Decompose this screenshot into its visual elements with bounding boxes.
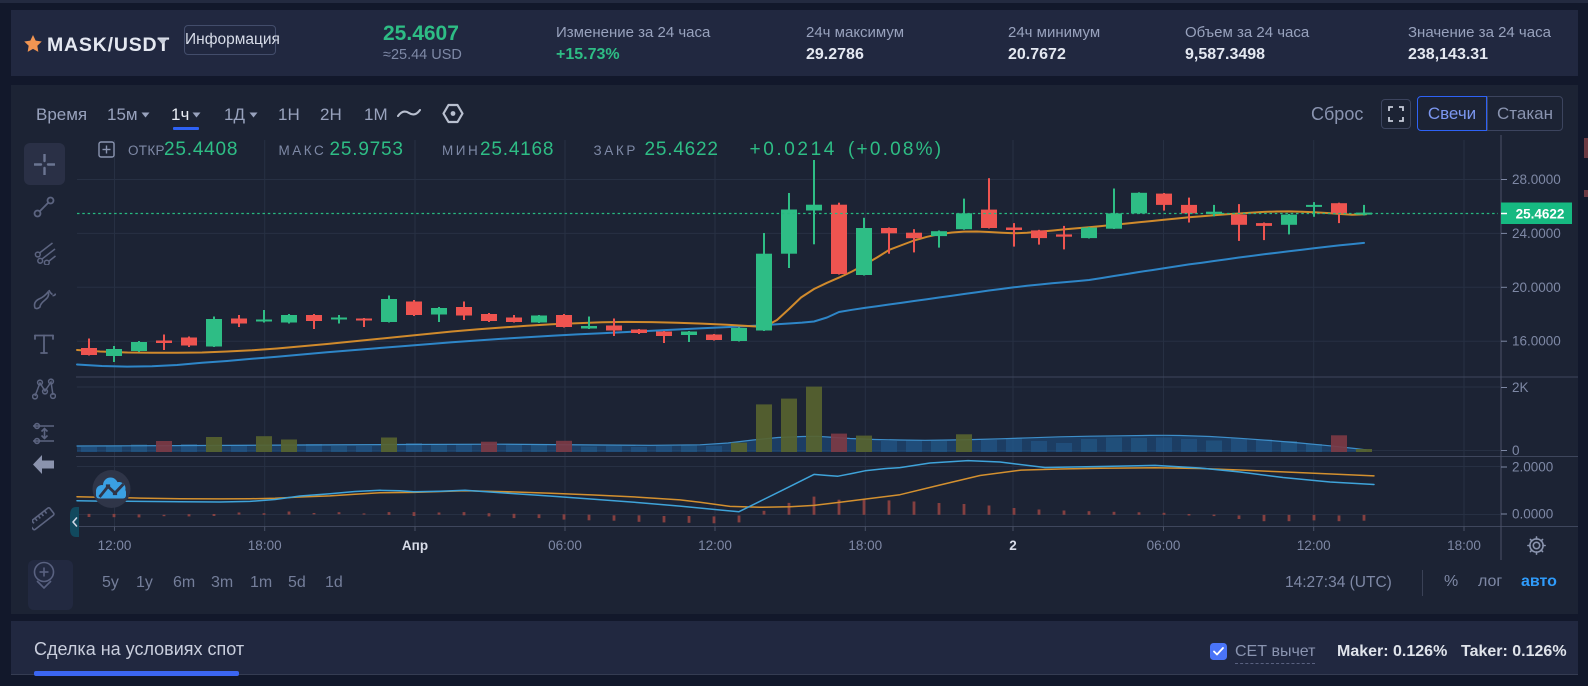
svg-text:16.0000: 16.0000 [1512, 334, 1561, 349]
svg-text:2K: 2K [1512, 380, 1529, 395]
svg-text:18:00: 18:00 [848, 538, 882, 553]
svg-text:28.0000: 28.0000 [1512, 172, 1561, 187]
svg-text:Апр: Апр [402, 538, 428, 553]
svg-text:2.0000: 2.0000 [1512, 460, 1553, 475]
svg-text:18:00: 18:00 [248, 538, 282, 553]
svg-text:2: 2 [1009, 538, 1017, 553]
svg-text:18:00: 18:00 [1447, 538, 1481, 553]
svg-text:0: 0 [1512, 443, 1520, 458]
svg-text:12:00: 12:00 [698, 538, 732, 553]
svg-text:12:00: 12:00 [1297, 538, 1331, 553]
svg-text:24.0000: 24.0000 [1512, 226, 1561, 241]
svg-text:06:00: 06:00 [548, 538, 582, 553]
svg-text:20.0000: 20.0000 [1512, 280, 1561, 295]
svg-text:25.4622: 25.4622 [1516, 207, 1565, 222]
svg-text:0.0000: 0.0000 [1512, 507, 1553, 522]
svg-text:12:00: 12:00 [98, 538, 132, 553]
svg-text:06:00: 06:00 [1147, 538, 1181, 553]
